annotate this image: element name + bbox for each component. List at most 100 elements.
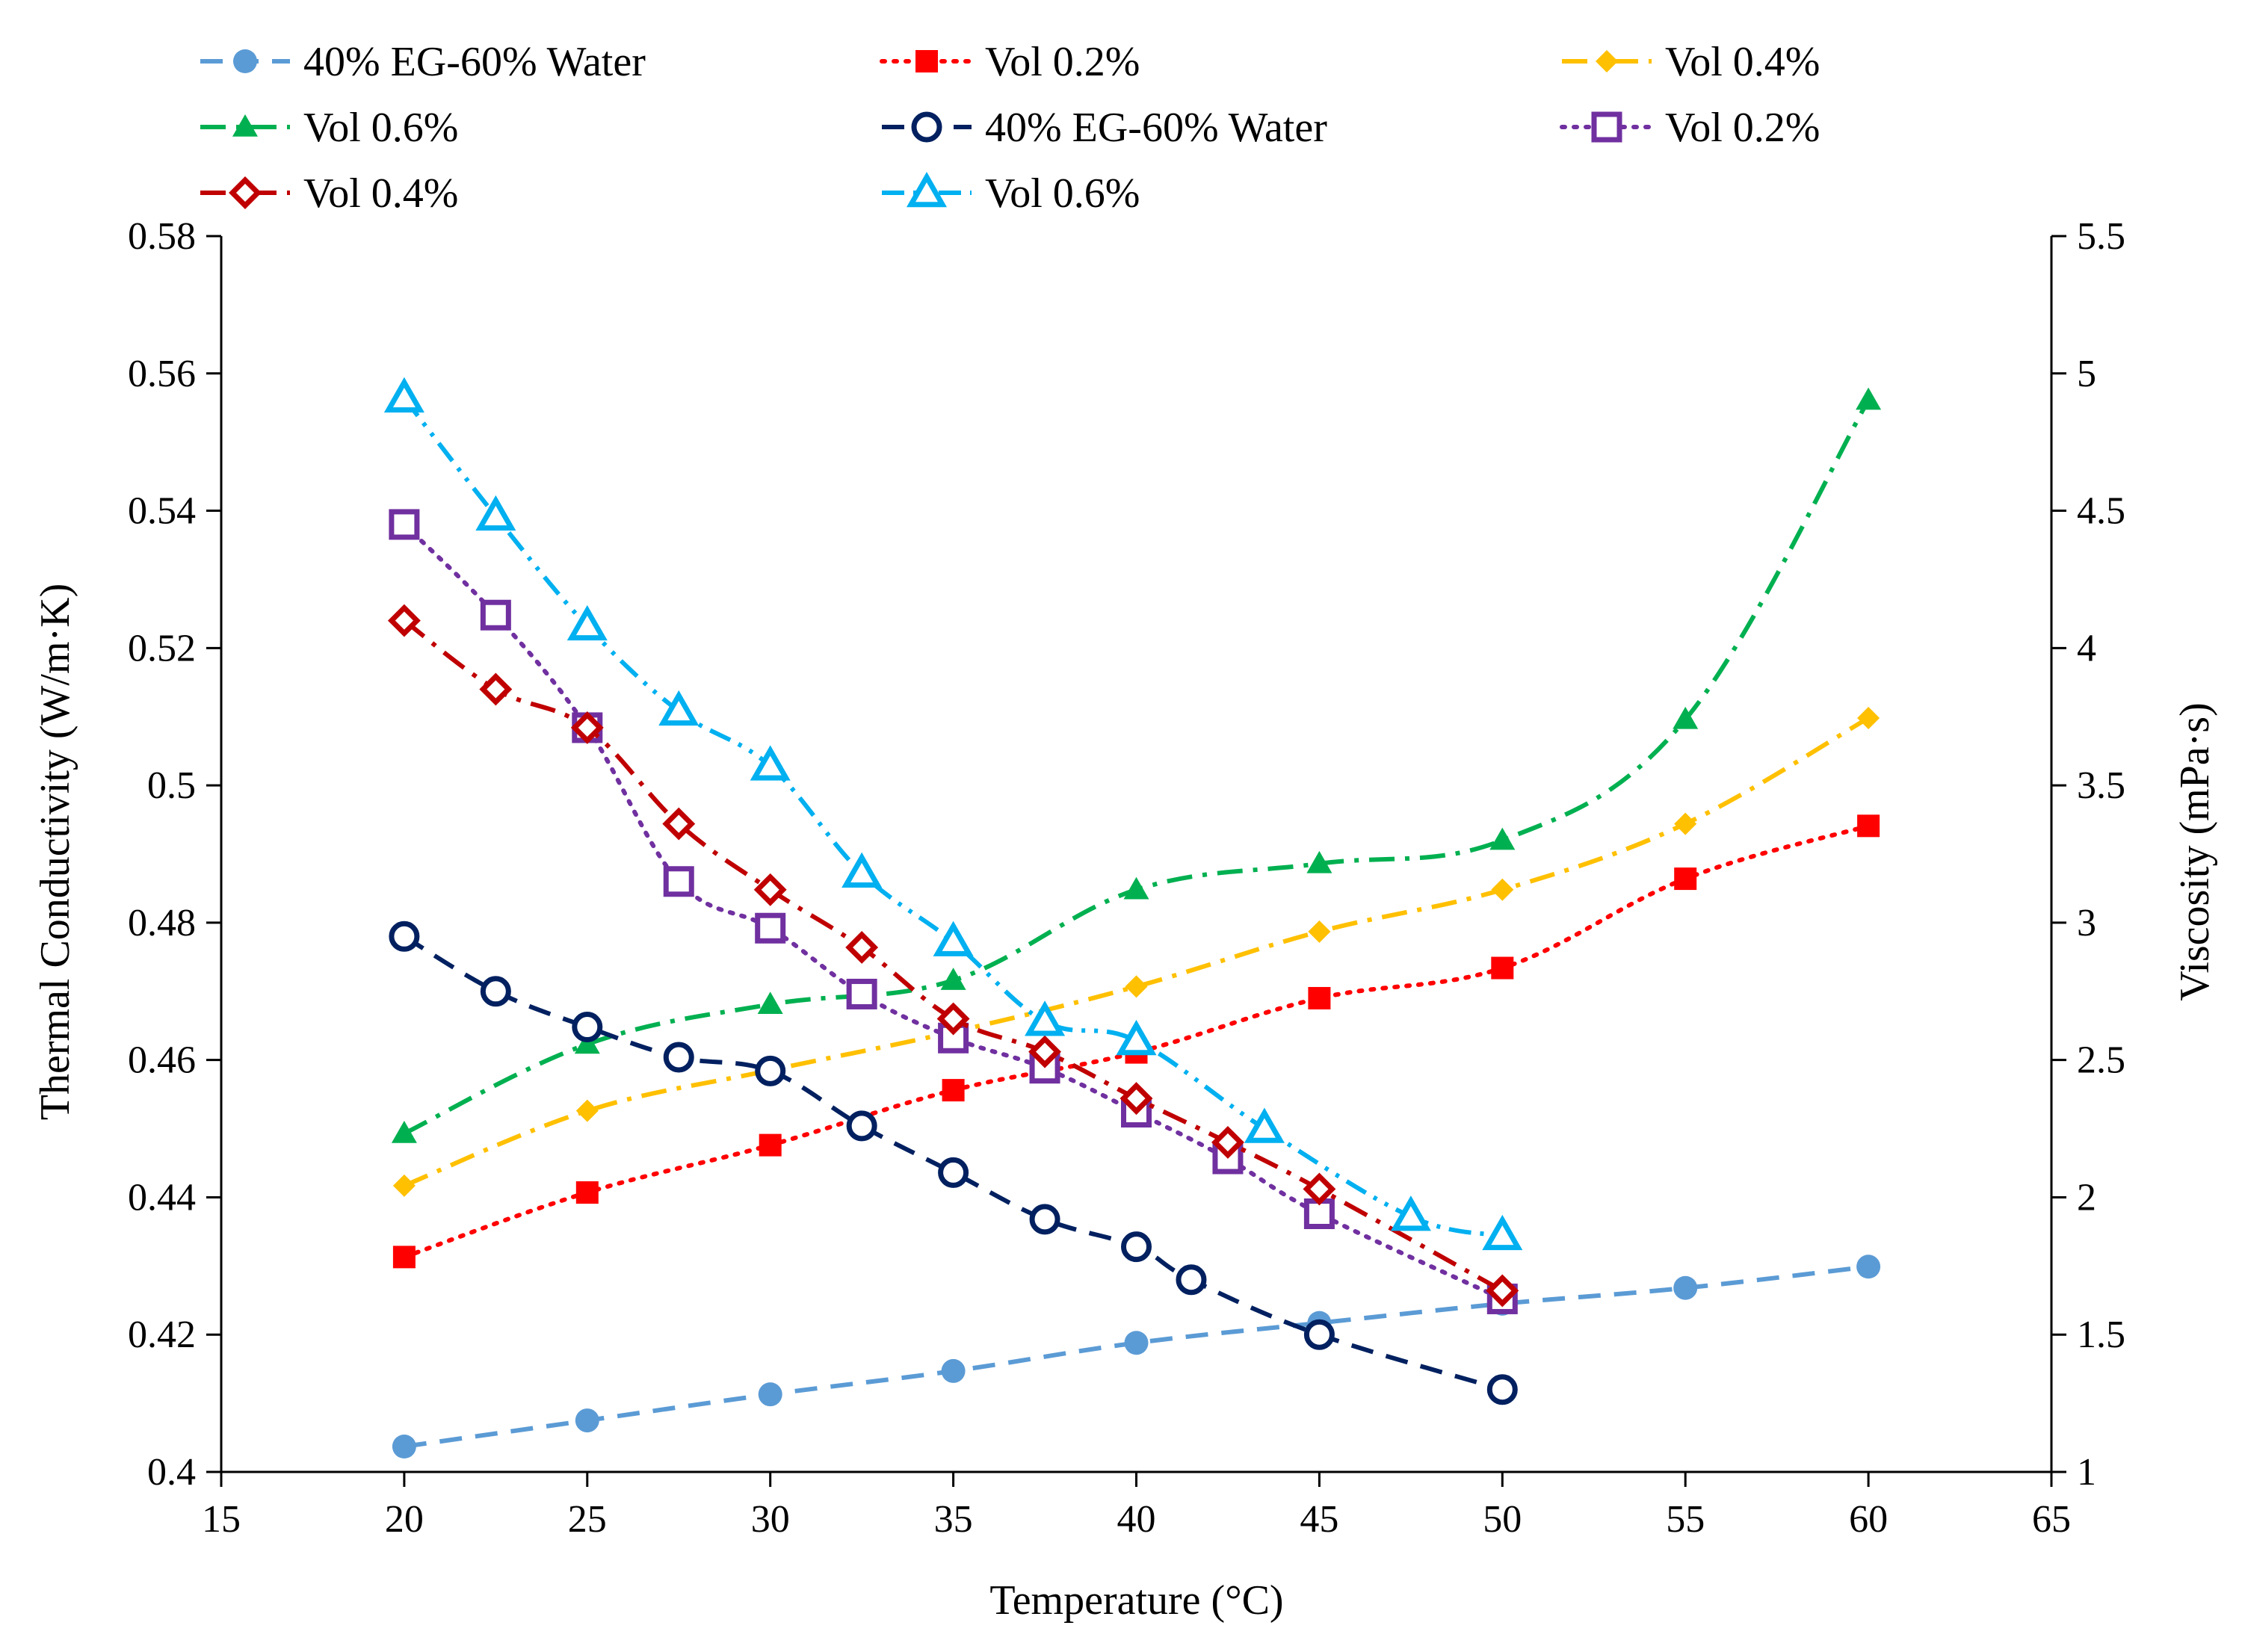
data-point <box>940 968 966 990</box>
data-point <box>575 1181 599 1204</box>
data-point <box>755 912 786 944</box>
data-point <box>480 976 511 1007</box>
legend-item: Vol 0.4% <box>200 170 458 217</box>
data-point <box>1486 1274 1519 1308</box>
data-point <box>758 1382 782 1407</box>
y2-tick-label: 1.5 <box>2077 1314 2125 1356</box>
legend-label: Vol 0.4% <box>303 170 458 217</box>
legend-label: Vol 0.2% <box>985 39 1140 85</box>
series-4 <box>391 387 1882 1143</box>
data-point <box>1123 876 1149 900</box>
data-point <box>570 711 604 744</box>
legend-item: Vol 0.6% <box>200 105 458 151</box>
data-point <box>1857 814 1880 838</box>
x-tick-label: 60 <box>1849 1498 1888 1541</box>
data-point <box>846 1110 877 1142</box>
data-point <box>750 745 791 781</box>
data-point <box>658 690 700 726</box>
legend-label: Vol 0.6% <box>985 170 1140 217</box>
data-point <box>1674 867 1697 891</box>
data-point <box>663 1042 694 1073</box>
y-tick-label: 0.44 <box>128 1176 196 1219</box>
series-line <box>403 716 1870 1188</box>
series-6 <box>389 509 1518 1314</box>
axes: 15 20 25 30 35 40 45 50 55 60 650.40.420.440.460.4… <box>128 215 2125 1541</box>
y2-tick-label: 3.5 <box>2077 764 2125 807</box>
series-line <box>401 522 1505 1302</box>
y2-tick-label: 5 <box>2077 353 2096 395</box>
data-point <box>387 604 421 637</box>
legend-marker <box>915 50 938 72</box>
data-point <box>1489 827 1516 850</box>
data-point <box>1856 387 1882 410</box>
y-axis-title: Thermal Conductivity (W/m·K) <box>32 584 78 1120</box>
data-point <box>1025 1000 1066 1036</box>
series-1 <box>392 1255 1881 1459</box>
y-tick-label: 0.5 <box>147 764 196 807</box>
data-point <box>1674 812 1697 835</box>
y-tick-label: 0.52 <box>128 627 196 669</box>
y-tick-label: 0.56 <box>128 353 196 395</box>
data-point <box>1482 1214 1523 1251</box>
data-point <box>1028 1035 1061 1068</box>
y-tick-label: 0.42 <box>128 1314 196 1356</box>
y-tick-label: 0.46 <box>128 1039 196 1082</box>
series-line <box>401 823 1871 1260</box>
data-point <box>663 866 694 897</box>
data-point <box>392 1174 416 1197</box>
legend-item: Vol 0.2% <box>1560 105 1820 151</box>
data-point <box>941 1358 966 1383</box>
legend-marker <box>229 176 262 209</box>
y-tick-label: 0.58 <box>128 215 196 258</box>
y2-tick-label: 2.5 <box>2077 1039 2125 1082</box>
x-tick-label: 55 <box>1666 1498 1705 1541</box>
data-point <box>759 1133 782 1157</box>
series-5 <box>389 921 1518 1405</box>
data-point <box>942 1079 965 1102</box>
series-8 <box>383 377 1523 1251</box>
legend-marker <box>233 49 257 73</box>
data-point <box>846 978 877 1009</box>
data-point <box>1121 1231 1152 1263</box>
legend: 40% EG-60% Water Vol 0.2% Vol 0.4% Vol 0.6%… <box>200 39 1820 217</box>
legend-item: Vol 0.2% <box>880 39 1140 85</box>
legend-label: Vol 0.6% <box>303 105 458 151</box>
legend-label: 40% EG-60% Water <box>985 105 1327 151</box>
data-point <box>392 1435 416 1459</box>
data-point <box>1390 1195 1431 1231</box>
x-tick-label: 50 <box>1483 1498 1522 1541</box>
y-tick-label: 0.4 <box>147 1451 196 1494</box>
data-point <box>1124 1331 1149 1355</box>
series-layer <box>383 377 1882 1459</box>
data-point <box>475 495 516 531</box>
legend-label: 40% EG-60% Water <box>303 39 646 85</box>
data-point <box>755 1055 786 1086</box>
data-point <box>383 377 424 413</box>
x-tick-label: 65 <box>2032 1498 2071 1541</box>
data-point <box>1856 1255 1881 1279</box>
x-tick-label: 25 <box>568 1498 607 1541</box>
legend-item: Vol 0.6% <box>882 170 1140 217</box>
series-7 <box>387 604 1519 1308</box>
data-point <box>845 931 879 964</box>
x-tick-label: 40 <box>1117 1498 1156 1541</box>
data-point <box>389 509 420 540</box>
data-point <box>1116 1019 1157 1056</box>
data-point <box>1306 850 1332 873</box>
data-point <box>933 921 974 956</box>
y-tick-label: 0.54 <box>128 490 196 533</box>
series-line <box>404 1264 1869 1449</box>
data-point <box>391 1120 417 1143</box>
y2-axis-title: Viscosity (mPa·s) <box>2172 702 2218 1001</box>
data-point <box>480 599 511 631</box>
data-point <box>1120 1082 1153 1116</box>
data-point <box>575 1099 599 1122</box>
y-tick-label: 0.48 <box>128 902 196 944</box>
data-point <box>1486 1374 1518 1405</box>
y2-tick-label: 1 <box>2077 1451 2096 1494</box>
series-2 <box>392 814 1880 1269</box>
x-tick-label: 35 <box>934 1498 973 1541</box>
data-point <box>574 1031 600 1054</box>
x-axis-title: Temperature (°C) <box>989 1577 1283 1624</box>
